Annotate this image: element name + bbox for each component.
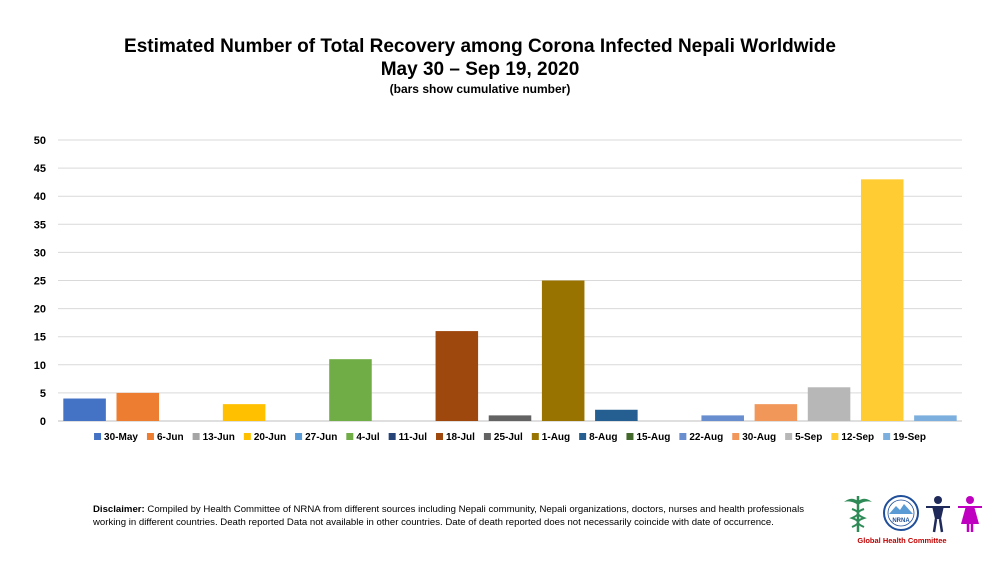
logo-caption: Global Health Committee [857,536,947,545]
y-tick-label: 20 [34,304,46,316]
male-figure-icon [926,496,950,533]
bar-20-Jun [222,404,266,421]
y-tick-label: 45 [34,163,46,175]
legend-label-1-Aug: 1-Aug [542,432,570,443]
bar-18-Jul [435,331,479,421]
legend-swatch-27-Jun [295,433,303,440]
disclaimer-text: Compiled by Health Committee of NRNA fro… [93,504,804,528]
y-tick-label: 25 [34,276,46,288]
bar-6-Jun [116,392,160,421]
nrna-seal-icon: NRNA [883,495,919,531]
legend-label-19-Sep: 19-Sep [893,432,926,443]
y-tick-label: 0 [40,416,46,428]
disclaimer: Disclaimer: Compiled by Health Committee… [93,503,818,529]
legend-label-12-Sep: 12-Sep [841,432,874,443]
legend-swatch-25-Jul [483,433,491,440]
chart-title: Estimated Number of Total Recovery among… [124,36,836,57]
legend-label-22-Aug: 22-Aug [689,432,723,443]
nrna-logo-group: NRNA [844,495,982,533]
legend-swatch-6-Jun [146,433,154,440]
legend-swatch-11-Jul [388,433,396,440]
y-tick-label: 30 [34,247,46,259]
legend-swatch-20-Jun [243,433,251,440]
y-tick-label: 10 [34,360,46,372]
disclaimer-label: Disclaimer: [93,504,145,515]
bar-30-Aug [754,404,798,421]
legend-label-8-Aug: 8-Aug [589,432,617,443]
y-tick-label: 5 [40,388,46,400]
legend-label-5-Sep: 5-Sep [795,432,822,443]
y-tick-label: 35 [34,219,46,231]
legend-label-13-Jun: 13-Jun [203,432,235,443]
y-tick-label: 50 [34,135,46,147]
seal-text: NRNA [892,518,910,524]
legend-label-20-Jun: 20-Jun [254,432,286,443]
bar-8-Aug [595,409,638,421]
legend-swatch-5-Sep [785,433,793,440]
bar-22-Aug [701,415,744,421]
chart-note: (bars show cumulative number) [389,82,571,96]
legend-swatch-15-Aug [626,433,634,440]
legend-label-18-Jul: 18-Jul [446,432,475,443]
caduceus-icon [844,496,872,532]
legend-swatch-30-Aug [732,433,740,440]
legend-swatch-19-Sep [883,433,891,440]
legend-swatch-8-Aug [579,433,587,440]
legend-swatch-22-Aug [679,433,687,440]
legend-swatch-18-Jul [436,433,444,440]
legend-swatch-1-Aug [531,433,539,440]
bar-1-Aug [541,280,585,421]
female-figure-icon [958,496,982,532]
legend-label-6-Jun: 6-Jun [157,432,184,443]
legend-label-27-Jun: 27-Jun [305,432,337,443]
bar-chart: 0 5 10 15 20 25 30 35 40 45 50 30-May 6-Jun 13-Jun 20-… [34,135,962,443]
legend-swatch-4-Jul [346,433,354,440]
legend-label-25-Jul: 25-Jul [494,432,523,443]
bar-5-Sep [807,387,851,421]
legend-label-30-Aug: 30-Aug [742,432,776,443]
chart-subtitle: May 30 – Sep 19, 2020 [380,59,580,80]
bar-4-Jul [329,359,372,421]
bar-19-Sep [914,415,957,421]
bar-25-Jul [488,415,532,421]
bar-12-Sep [860,179,904,421]
y-tick-label: 40 [34,191,46,203]
legend-swatch-30-May [94,433,102,440]
legend-label-4-Jul: 4-Jul [356,432,380,443]
legend-swatch-13-Jun [192,433,200,440]
legend-label-30-May: 30-May [104,432,138,443]
legend-swatch-12-Sep [831,433,839,440]
legend-label-11-Jul: 11-Jul [399,432,428,443]
legend-label-15-Aug: 15-Aug [636,432,670,443]
y-tick-label: 15 [34,332,46,344]
bar-30-May [63,398,106,421]
